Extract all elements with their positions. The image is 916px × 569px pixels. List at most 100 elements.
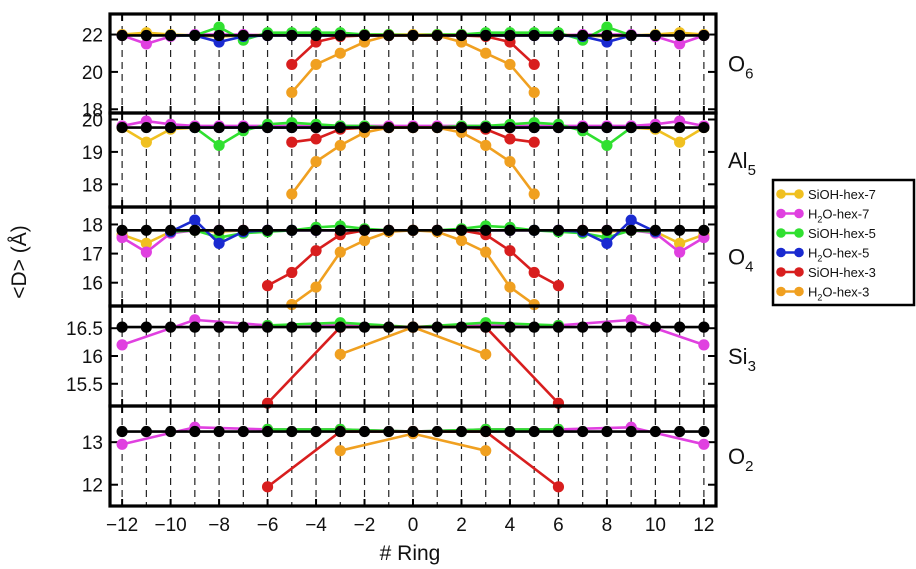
reference-point [674, 29, 686, 42]
data-point [504, 133, 516, 145]
x-tick-label: 10 [645, 515, 666, 536]
y-tick-label: 13 [82, 433, 103, 454]
data-point [310, 245, 322, 257]
reference-point [577, 121, 589, 134]
y-tick-label: 22 [82, 26, 103, 47]
reference-point [286, 321, 298, 333]
data-point [140, 38, 152, 50]
reference-point [358, 425, 371, 438]
y-tick-label: 19 [82, 143, 103, 164]
data-point [674, 38, 686, 50]
reference-point [480, 121, 492, 134]
y-tick-label: 17 [82, 245, 103, 266]
legend-swatch-dot [794, 267, 804, 277]
data-point [261, 481, 274, 493]
reference-point [334, 29, 346, 42]
reference-point [601, 321, 613, 333]
reference-point [649, 321, 662, 333]
reference-point [383, 425, 395, 438]
reference-point [577, 425, 589, 438]
legend-swatch-dot [776, 189, 786, 199]
reference-point [504, 425, 516, 438]
y-tick-label: 18 [82, 215, 103, 236]
x-tick-label: 4 [505, 515, 516, 536]
data-point [698, 438, 710, 450]
reference-point [383, 224, 395, 236]
data-point [552, 280, 565, 292]
reference-point [165, 321, 177, 333]
reference-point [480, 321, 492, 333]
reference-point [649, 121, 662, 134]
reference-point [431, 29, 443, 42]
reference-point [310, 425, 322, 438]
legend-swatch-dot [776, 286, 786, 297]
legend-entry: SiOH-hex-7 [776, 187, 876, 202]
reference-point [310, 224, 322, 236]
data-point [480, 348, 492, 360]
panel-2: 16 17 18 O4 [82, 205, 753, 311]
reference-point [286, 425, 298, 438]
data-point [261, 280, 274, 292]
legend-box [771, 178, 916, 307]
reference-point [601, 224, 613, 236]
reference-point [213, 224, 225, 236]
reference-point [552, 29, 565, 42]
reference-point [116, 121, 128, 134]
legend-label: H2O-hex-5 [808, 246, 869, 264]
data-point [334, 47, 346, 59]
reference-point [674, 224, 686, 236]
reference-point [116, 29, 128, 42]
reference-point [383, 121, 395, 134]
data-point [310, 156, 322, 168]
data-point [310, 133, 322, 145]
data-point [334, 348, 346, 360]
reference-point [504, 29, 516, 42]
reference-point [625, 121, 637, 134]
x-axis-label: # Ring [380, 542, 441, 565]
reference-point [625, 29, 637, 42]
legend-label: H2O-hex-3 [808, 285, 869, 303]
legend-label: SiOH-hex-7 [808, 187, 876, 202]
data-point [528, 136, 540, 148]
legend-swatch-dot [776, 247, 786, 258]
reference-point [237, 121, 249, 134]
reference-point [237, 425, 249, 438]
data-point [698, 339, 710, 351]
reference-point [455, 224, 468, 236]
x-axis: −12 −10 −8 −6 −4 −2 0 2 4 6 8 10 12 [106, 515, 714, 536]
data-point [213, 237, 225, 249]
legend-entry: H2O-hex-7 [776, 207, 869, 225]
reference-point [431, 321, 443, 333]
reference-point [407, 29, 419, 42]
data-point [213, 139, 225, 152]
data-point [286, 136, 298, 148]
reference-point [383, 321, 395, 333]
reference-point [649, 224, 662, 236]
reference-point [213, 425, 225, 438]
data-point [334, 246, 346, 258]
reference-point [189, 29, 201, 42]
reference-point [334, 321, 346, 333]
data-point [601, 21, 613, 33]
data-point [286, 86, 298, 99]
reference-point [261, 321, 274, 333]
legend-entry: SiOH-hex-3 [776, 265, 876, 280]
reference-point [698, 224, 710, 236]
legend-swatch-dot [794, 247, 804, 258]
legend-swatch-dot [794, 286, 804, 297]
legend-swatch-dot [794, 208, 804, 219]
data-point [455, 234, 468, 247]
reference-point [310, 121, 322, 134]
data-point [552, 481, 565, 493]
data-point [528, 266, 540, 279]
panel-1: 18 19 20 Al5 [82, 110, 756, 209]
data-point [528, 188, 540, 200]
reference-point [286, 224, 298, 236]
reference-point [504, 321, 516, 333]
reference-point [504, 224, 516, 236]
data-point [286, 188, 298, 200]
y-tick-label: 16 [82, 347, 103, 368]
legend-swatch-dot [776, 267, 786, 277]
